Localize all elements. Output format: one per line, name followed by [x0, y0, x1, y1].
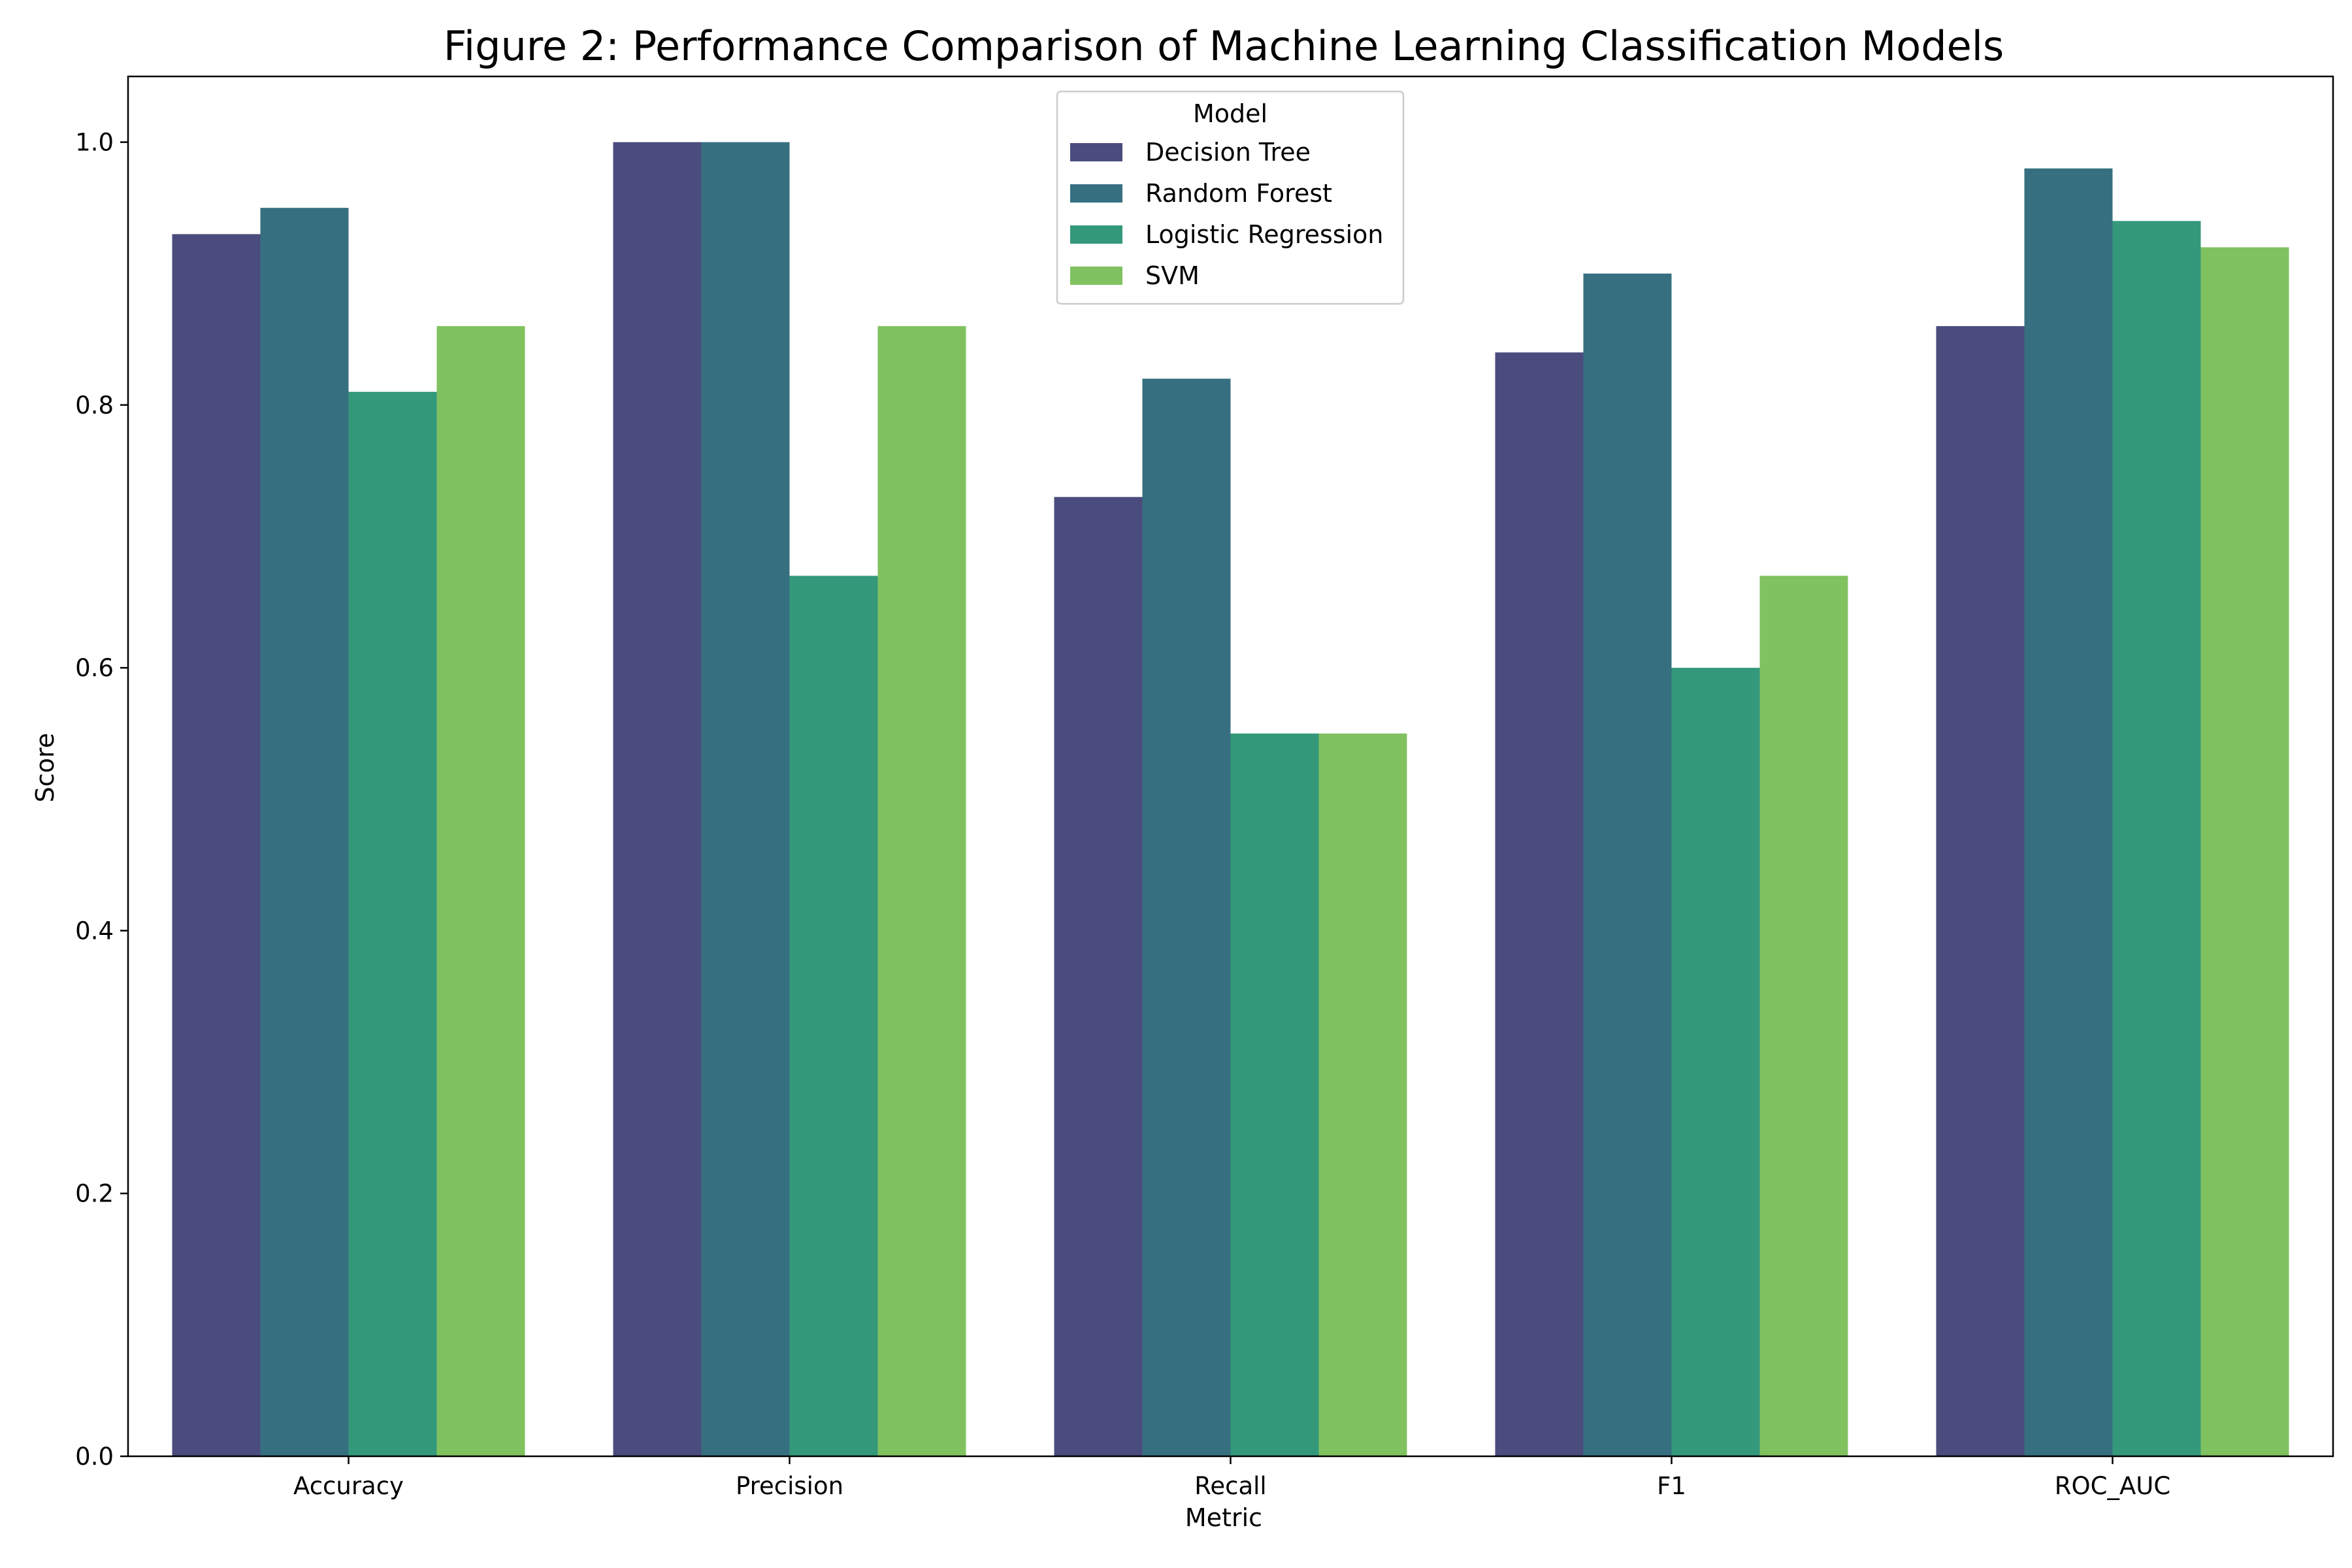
legend-label-decision-tree: Decision Tree — [1145, 138, 1311, 167]
bars-layer — [172, 142, 2289, 1457]
bar-logistic-regression-precision — [789, 576, 878, 1456]
x-tick-label-accuracy: Accuracy — [293, 1472, 404, 1500]
y-tick-label: 0.0 — [75, 1443, 114, 1471]
legend-title: Model — [1193, 99, 1267, 128]
bar-svm-precision — [877, 326, 966, 1456]
bar-svm-accuracy — [436, 326, 525, 1456]
chart-title: Figure 2: Performance Comparison of Mach… — [444, 22, 2004, 70]
bar-random-forest-accuracy — [260, 208, 349, 1456]
y-tick-label: 1.0 — [75, 129, 114, 157]
legend-swatch-decision-tree — [1070, 143, 1122, 161]
bar-decision-tree-precision — [613, 142, 702, 1456]
bar-logistic-regression-accuracy — [348, 391, 437, 1456]
legend-swatch-logistic-regression — [1070, 225, 1122, 244]
bar-random-forest-f1 — [1583, 273, 1672, 1457]
y-tick-label: 0.2 — [75, 1180, 114, 1208]
bar-random-forest-recall — [1142, 378, 1231, 1456]
bar-decision-tree-roc-auc — [1936, 326, 2025, 1456]
bar-svm-recall — [1318, 733, 1407, 1456]
bar-logistic-regression-recall — [1230, 733, 1319, 1456]
x-tick-label-roc-auc: ROC_AUC — [2055, 1472, 2170, 1500]
legend: Model Decision Tree Random Forest Logistic … — [1056, 90, 1405, 305]
x-tick-label-f1: F1 — [1657, 1472, 1686, 1500]
legend-box — [1056, 90, 1405, 305]
legend-label-random-forest: Random Forest — [1145, 179, 1332, 208]
x-axis-label: Metric — [1185, 1503, 1262, 1532]
bar-random-forest-precision — [701, 142, 790, 1456]
bar-logistic-regression-f1 — [1671, 668, 1760, 1456]
x-tick-label-recall: Recall — [1194, 1472, 1266, 1500]
legend-label-svm: SVM — [1145, 261, 1200, 290]
axes-layer: 0.0 0.2 0.4 0.6 0.8 1.0 Accuracy Precision Recal… — [75, 75, 2334, 1500]
bar-random-forest-roc-auc — [2024, 168, 2113, 1456]
y-tick-label: 0.8 — [75, 391, 114, 419]
bar-svm-roc-auc — [2200, 247, 2289, 1456]
y-axis-label: Score — [31, 733, 59, 802]
legend-swatch-svm — [1070, 267, 1122, 285]
legend-swatch-random-forest — [1070, 184, 1122, 203]
bar-decision-tree-f1 — [1495, 352, 1584, 1456]
legend-label-logistic-regression: Logistic Regression — [1145, 220, 1384, 249]
y-tick-label: 0.6 — [75, 654, 114, 682]
bar-decision-tree-recall — [1054, 497, 1143, 1457]
bar-logistic-regression-roc-auc — [2112, 221, 2201, 1456]
bar-decision-tree-accuracy — [172, 234, 261, 1456]
y-tick-label: 0.4 — [75, 917, 114, 945]
x-tick-label-precision: Precision — [736, 1472, 843, 1500]
bar-svm-f1 — [1759, 576, 1848, 1456]
